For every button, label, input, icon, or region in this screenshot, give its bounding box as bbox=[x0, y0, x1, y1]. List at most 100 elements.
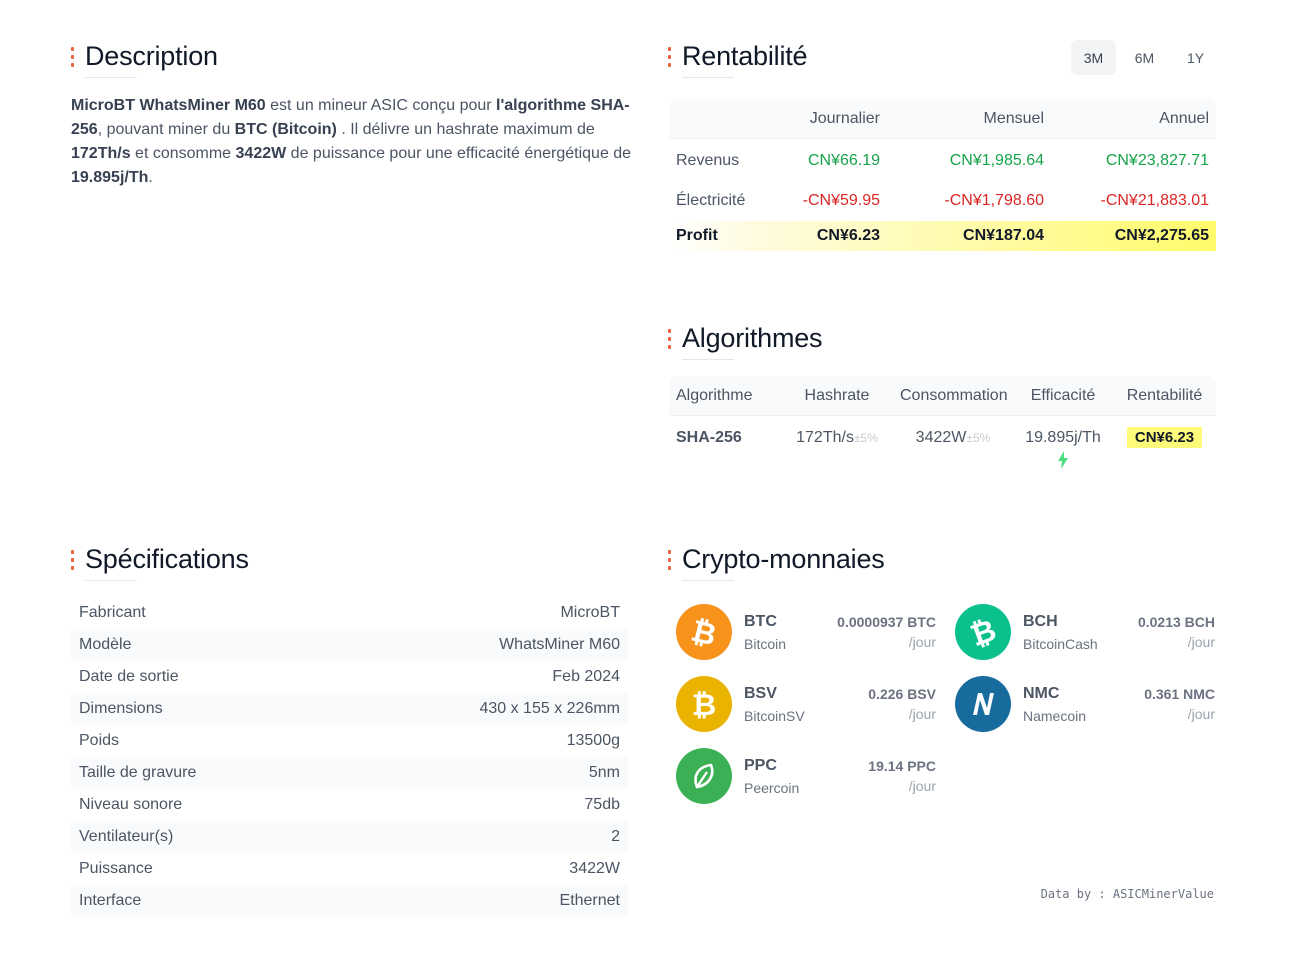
table-row-electricite: Électricité -CN¥59.95 -CN¥1,798.60 -CN¥2… bbox=[669, 181, 1216, 221]
spec-row: Niveau sonore 75db bbox=[71, 789, 628, 821]
coin-amount-value: 0.226 BSV bbox=[868, 686, 936, 702]
algorithmes-heading: Algorithmes bbox=[668, 323, 823, 354]
svg-text:₿: ₿ bbox=[692, 688, 716, 722]
header-hashrate: Hashrate bbox=[804, 386, 870, 404]
spec-row: Date de sortie Feb 2024 bbox=[71, 661, 628, 693]
rentabilite-title: Rentabilité bbox=[682, 41, 808, 71]
coin-name: Peercoin bbox=[744, 780, 800, 796]
electricite-yearly: -CN¥21,883.01 bbox=[1100, 192, 1209, 209]
coin-per-day: /jour bbox=[908, 778, 936, 794]
profit-daily: CN¥6.23 bbox=[816, 227, 880, 244]
table-header: Journalier Mensuel Annuel bbox=[669, 99, 1216, 139]
spec-value: WhatsMiner M60 bbox=[499, 636, 620, 653]
title-underline bbox=[85, 77, 137, 78]
header-daily: Journalier bbox=[809, 109, 880, 127]
spec-value: 430 x 155 x 226mm bbox=[479, 700, 620, 717]
data-source-credit: Data by : ASICMinerValue bbox=[1040, 887, 1214, 901]
spec-value: Ethernet bbox=[559, 892, 620, 909]
algorithm-profit: CN¥6.23 bbox=[1126, 427, 1203, 448]
tab-1y[interactable]: 1Y bbox=[1186, 49, 1205, 66]
coin-name: BitcoinSV bbox=[744, 708, 805, 724]
model-name: MicroBT WhatsMiner M60 bbox=[71, 97, 266, 114]
coin-amount: 0.361 NMC /jour bbox=[1144, 686, 1215, 722]
spec-value: MicroBT bbox=[560, 604, 620, 621]
coin-name: BTC (Bitcoin) bbox=[234, 121, 337, 138]
spec-label: Ventilateur(s) bbox=[79, 828, 174, 845]
header-profit: Rentabilité bbox=[1126, 386, 1203, 404]
crypto-item-btc[interactable]: ₿ BTC Bitcoin 0.0000937 BTC /jour bbox=[676, 604, 936, 666]
description-fragment: est un mineur ASIC conçu pour bbox=[265, 97, 497, 114]
section-marker-icon bbox=[668, 328, 671, 349]
tab-6m[interactable]: 6M bbox=[1134, 49, 1155, 66]
crypto-item-bsv[interactable]: ₿ BSV BitcoinSV 0.226 BSV /jour bbox=[676, 676, 936, 738]
algorithmes-title: Algorithmes bbox=[682, 323, 823, 353]
title-underline bbox=[85, 580, 137, 581]
coin-symbol: BTC bbox=[744, 613, 777, 630]
header-yearly: Annuel bbox=[1159, 109, 1209, 127]
spec-label: Modèle bbox=[79, 636, 132, 653]
algorithm-hashrate: 172Th/s±5% bbox=[781, 429, 893, 447]
coin-name: Bitcoin bbox=[744, 636, 787, 652]
spec-label: Dimensions bbox=[79, 700, 163, 717]
spec-label: Taille de gravure bbox=[79, 764, 197, 781]
spec-label: Date de sortie bbox=[79, 668, 179, 685]
cryptos-title: Crypto-monnaies bbox=[682, 544, 885, 574]
spec-row: Poids 13500g bbox=[71, 725, 628, 757]
algorithm-efficiency: 19.895j/Th bbox=[1013, 429, 1113, 474]
svg-text:₿: ₿ bbox=[688, 614, 720, 654]
title-underline bbox=[682, 580, 734, 581]
cryptos-heading: Crypto-monnaies bbox=[668, 544, 885, 575]
header-monthly: Mensuel bbox=[983, 109, 1044, 127]
spec-value: 13500g bbox=[566, 732, 620, 749]
algorithm-name: SHA-256 bbox=[676, 429, 742, 446]
title-underline bbox=[682, 359, 734, 360]
description-fragment: et consomme bbox=[130, 145, 236, 162]
crypto-item-ppc[interactable]: PPC Peercoin 19.14 PPC /jour bbox=[676, 748, 936, 810]
spec-row: Taille de gravure 5nm bbox=[71, 757, 628, 789]
hashrate-tolerance: ±5% bbox=[853, 431, 878, 445]
description-fragment: . Il délivre un hashrate maximum de bbox=[336, 121, 595, 138]
coin-per-day: /jour bbox=[908, 706, 936, 722]
coin-names: NMC Namecoin bbox=[1023, 685, 1086, 724]
svg-text:₿: ₿ bbox=[966, 613, 1001, 654]
coin-amount-value: 0.361 NMC bbox=[1144, 686, 1215, 702]
spec-value: 75db bbox=[584, 796, 620, 813]
spec-label: Fabricant bbox=[79, 604, 146, 621]
spec-row: Interface Ethernet bbox=[71, 885, 628, 917]
electricite-monthly: -CN¥1,798.60 bbox=[944, 192, 1044, 209]
coin-symbol: BSV bbox=[744, 685, 777, 702]
bitcoin-sv-icon: ₿ bbox=[676, 676, 732, 732]
coin-names: BSV BitcoinSV bbox=[744, 685, 805, 724]
crypto-item-bch[interactable]: ₿ BCH BitcoinCash 0.0213 BCH /jour bbox=[955, 604, 1215, 666]
bitcoin-icon: ₿ bbox=[676, 604, 732, 660]
coin-amount-value: 0.0213 BCH bbox=[1137, 614, 1215, 630]
crypto-item-nmc[interactable]: NMC Namecoin 0.361 NMC /jour bbox=[955, 676, 1215, 738]
section-marker-icon bbox=[668, 549, 671, 570]
peercoin-icon bbox=[676, 748, 732, 804]
spec-row: Ventilateur(s) 2 bbox=[71, 821, 628, 853]
table-row-profit: Profit CN¥6.23 CN¥187.04 CN¥2,275.65 bbox=[669, 221, 1216, 251]
power-tolerance: ±5% bbox=[966, 431, 991, 445]
algorithm-power: 3422W±5% bbox=[893, 429, 1013, 447]
revenus-yearly: CN¥23,827.71 bbox=[1105, 151, 1209, 169]
algorithm-name: l'algorithme SHA-256 bbox=[71, 97, 630, 138]
coin-symbol: BCH bbox=[1023, 613, 1058, 630]
efficiency-value: 19.895j/Th bbox=[71, 169, 149, 186]
algorithm-profit-cell: CN¥6.23 bbox=[1113, 427, 1216, 448]
tab-3m[interactable]: 3M bbox=[1071, 40, 1116, 75]
row-label: Électricité bbox=[676, 192, 746, 209]
namecoin-icon bbox=[955, 676, 1011, 732]
row-label: Revenus bbox=[676, 151, 740, 169]
specifications-table: Fabricant MicroBT Modèle WhatsMiner M60 Da… bbox=[71, 597, 628, 917]
table-header: Algorithme Hashrate Consommation Efficac… bbox=[669, 376, 1216, 416]
coin-names: PPC Peercoin bbox=[744, 757, 799, 796]
title-underline bbox=[682, 77, 734, 78]
coin-amount: 0.226 BSV /jour bbox=[868, 686, 936, 722]
coin-name: Namecoin bbox=[1023, 708, 1087, 724]
rentabilite-table: Journalier Mensuel Annuel Revenus CN¥66.… bbox=[669, 99, 1216, 251]
section-marker-icon bbox=[71, 46, 74, 67]
description-fragment: de puissance pour une efficacité énergét… bbox=[286, 145, 632, 162]
coin-per-day: /jour bbox=[1187, 706, 1215, 722]
coin-amount: 19.14 PPC /jour bbox=[868, 758, 936, 794]
coin-symbol: PPC bbox=[744, 757, 777, 774]
